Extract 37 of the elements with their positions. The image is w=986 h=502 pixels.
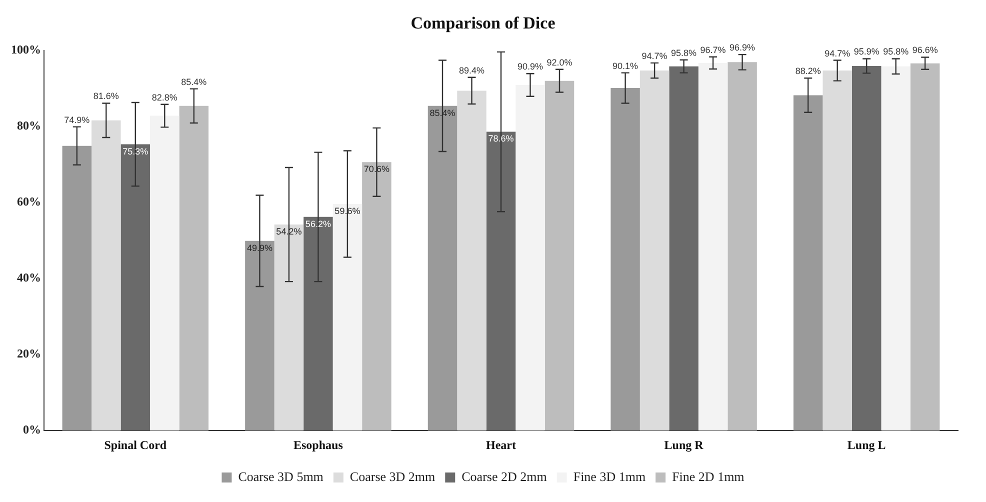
y-tick-label: 40% — [17, 270, 41, 285]
data-label: 94.7% — [642, 50, 668, 61]
legend-label: Coarse 3D 5mm — [238, 468, 324, 484]
data-label: 78.6% — [488, 134, 514, 144]
data-label: 94.7% — [824, 48, 850, 58]
data-label: 96.9% — [730, 42, 756, 53]
data-label: 96.6% — [912, 45, 938, 56]
data-label: 75.3% — [122, 146, 148, 156]
data-label: 92.0% — [546, 57, 572, 68]
x-tick-label: Lung L — [847, 438, 886, 452]
y-tick-label: 0% — [23, 422, 41, 437]
y-tick-label: 100% — [11, 42, 41, 56]
data-label: 90.9% — [517, 62, 544, 72]
data-label: 81.6% — [93, 91, 119, 102]
data-label: 74.9% — [64, 114, 90, 125]
data-label: 88.2% — [795, 66, 821, 76]
data-label: 89.4% — [458, 65, 485, 76]
data-label: 82.8% — [152, 92, 178, 102]
legend-label: Coarse 2D 2mm — [462, 468, 547, 484]
x-tick-label: Lung R — [664, 438, 704, 452]
data-label: 95.8% — [883, 46, 909, 57]
data-label: 85.4% — [181, 76, 207, 87]
chart-title: Comparison of Dice — [410, 14, 556, 33]
y-tick-label: 80% — [17, 118, 41, 133]
x-tick-label: Heart — [486, 438, 516, 452]
x-tick-label: Esophaus — [294, 438, 344, 452]
y-tick-label: 60% — [17, 194, 41, 209]
data-label: 90.1% — [612, 60, 638, 71]
data-label: 96.7% — [700, 44, 726, 55]
legend-label: Fine 3D 1mm — [573, 468, 646, 484]
data-label: 95.9% — [854, 46, 880, 57]
data-label: 56.2% — [305, 218, 331, 229]
y-tick-label: 20% — [17, 346, 41, 361]
legend-label: Fine 2D 1mm — [672, 468, 744, 484]
legend-label: Coarse 3D 2mm — [350, 468, 436, 484]
data-label: 95.8% — [671, 48, 697, 58]
x-tick-label: Spinal Cord — [104, 438, 167, 452]
